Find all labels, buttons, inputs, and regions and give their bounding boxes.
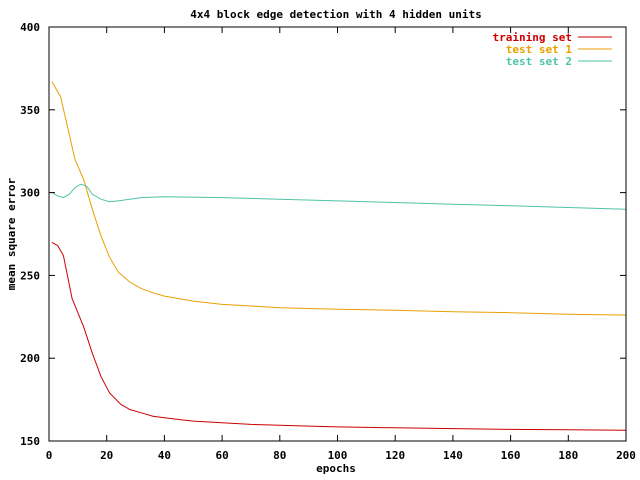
x-tick-label: 60 [215, 449, 228, 462]
y-tick-label: 350 [20, 104, 40, 117]
series-line-1 [51, 241, 627, 431]
series-line-2 [51, 81, 627, 316]
x-tick-label: 20 [100, 449, 113, 462]
x-tick-label: 200 [616, 449, 636, 462]
chart-title: 4x4 block edge detection with 4 hidden u… [190, 8, 481, 21]
y-tick-label: 200 [20, 352, 40, 365]
x-tick-label: 120 [385, 449, 405, 462]
x-tick-label: 0 [46, 449, 53, 462]
axes: 0 20 40 60 80 100 120 140 160 180 200 150 200 250 300 3… [20, 21, 636, 462]
y-tick-label: 150 [20, 435, 40, 448]
series-line-3 [51, 183, 627, 210]
plot-area [51, 81, 627, 431]
x-tick-label: 140 [443, 449, 463, 462]
x-tick-label: 160 [501, 449, 521, 462]
legend-label-2: test set 1 [506, 43, 573, 56]
y-tick-label: 300 [20, 187, 40, 200]
y-tick-label: 250 [20, 269, 40, 282]
legend-label-1: training set [493, 31, 572, 44]
x-tick-label: 40 [158, 449, 171, 462]
y-axis-label: mean square error [5, 177, 18, 290]
x-tick-label: 80 [273, 449, 286, 462]
legend-label-3: test set 2 [506, 55, 572, 68]
x-tick-label: 180 [558, 449, 578, 462]
x-tick-label: 100 [328, 449, 348, 462]
x-axis-label: epochs [316, 462, 356, 475]
y-tick-label: 400 [20, 21, 40, 34]
